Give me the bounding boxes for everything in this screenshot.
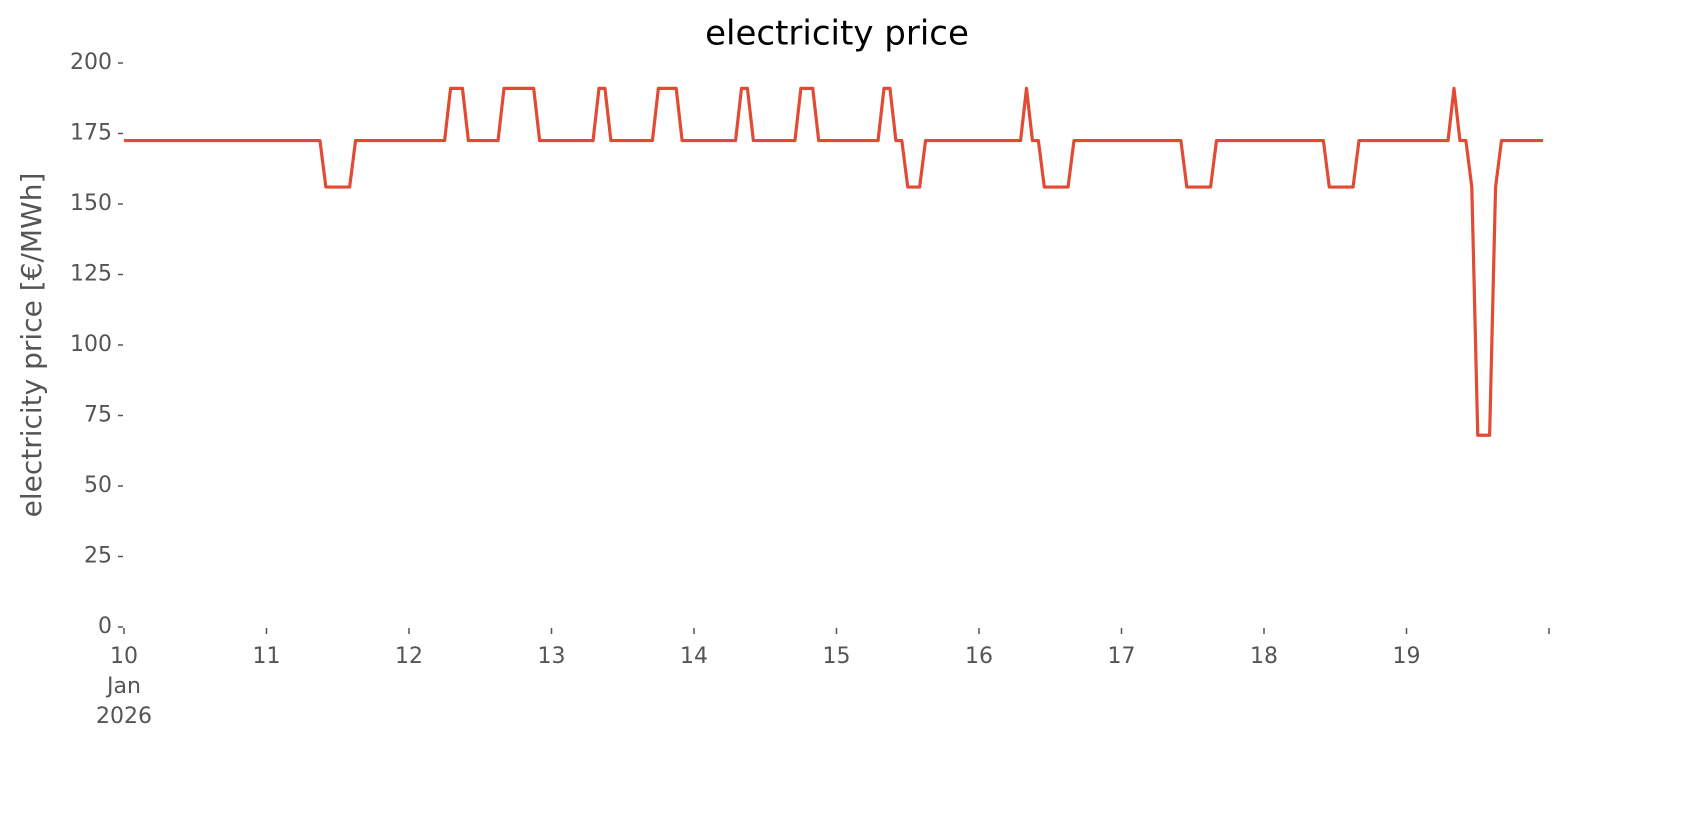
x-tick-label-line: 18 (1250, 644, 1278, 669)
x-tick-label-line: 11 (253, 644, 281, 669)
x-tick-label: 10 Jan 2026 (96, 644, 152, 729)
x-tick-label-line: 16 (965, 644, 993, 669)
y-tick-label: 25 (84, 544, 112, 569)
x-tick-label: 17 (1108, 644, 1136, 669)
x-tick-label-line: 14 (680, 644, 708, 669)
chart-title: electricity price (705, 14, 969, 54)
x-tick-label: 11 (253, 644, 281, 669)
x-tick-label: 19 (1393, 644, 1421, 669)
y-axis-label: electricity price [€/MWh] (15, 173, 48, 518)
y-tick-label: 175 (70, 121, 112, 146)
x-tick-label-line: 19 (1393, 644, 1421, 669)
x-tick-label: 15 (823, 644, 851, 669)
x-tick-label: 13 (538, 644, 566, 669)
x-tick-label-line: 17 (1108, 644, 1136, 669)
x-tick-label: 14 (680, 644, 708, 669)
y-tick-label: 50 (84, 473, 112, 498)
price-line (124, 86, 1544, 437)
y-tick-label: 125 (70, 262, 112, 287)
y-tick-label: 150 (70, 191, 112, 216)
x-tick-label-line: 15 (823, 644, 851, 669)
y-tick-label: 0 (98, 614, 112, 639)
y-tick-label: 75 (84, 403, 112, 428)
y-tick-label: 100 (70, 332, 112, 357)
x-tick-label-line: 2026 (96, 704, 152, 729)
x-tick-label: 18 (1250, 644, 1278, 669)
x-tick-label-line: Jan (105, 674, 141, 699)
x-tick-label-line: 12 (395, 644, 423, 669)
x-tick-label-line: 10 (110, 644, 138, 669)
x-tick-label: 12 (395, 644, 423, 669)
x-tick-label: 16 (965, 644, 993, 669)
y-tick-label: 200 (70, 50, 112, 75)
x-tick-label-line: 13 (538, 644, 566, 669)
